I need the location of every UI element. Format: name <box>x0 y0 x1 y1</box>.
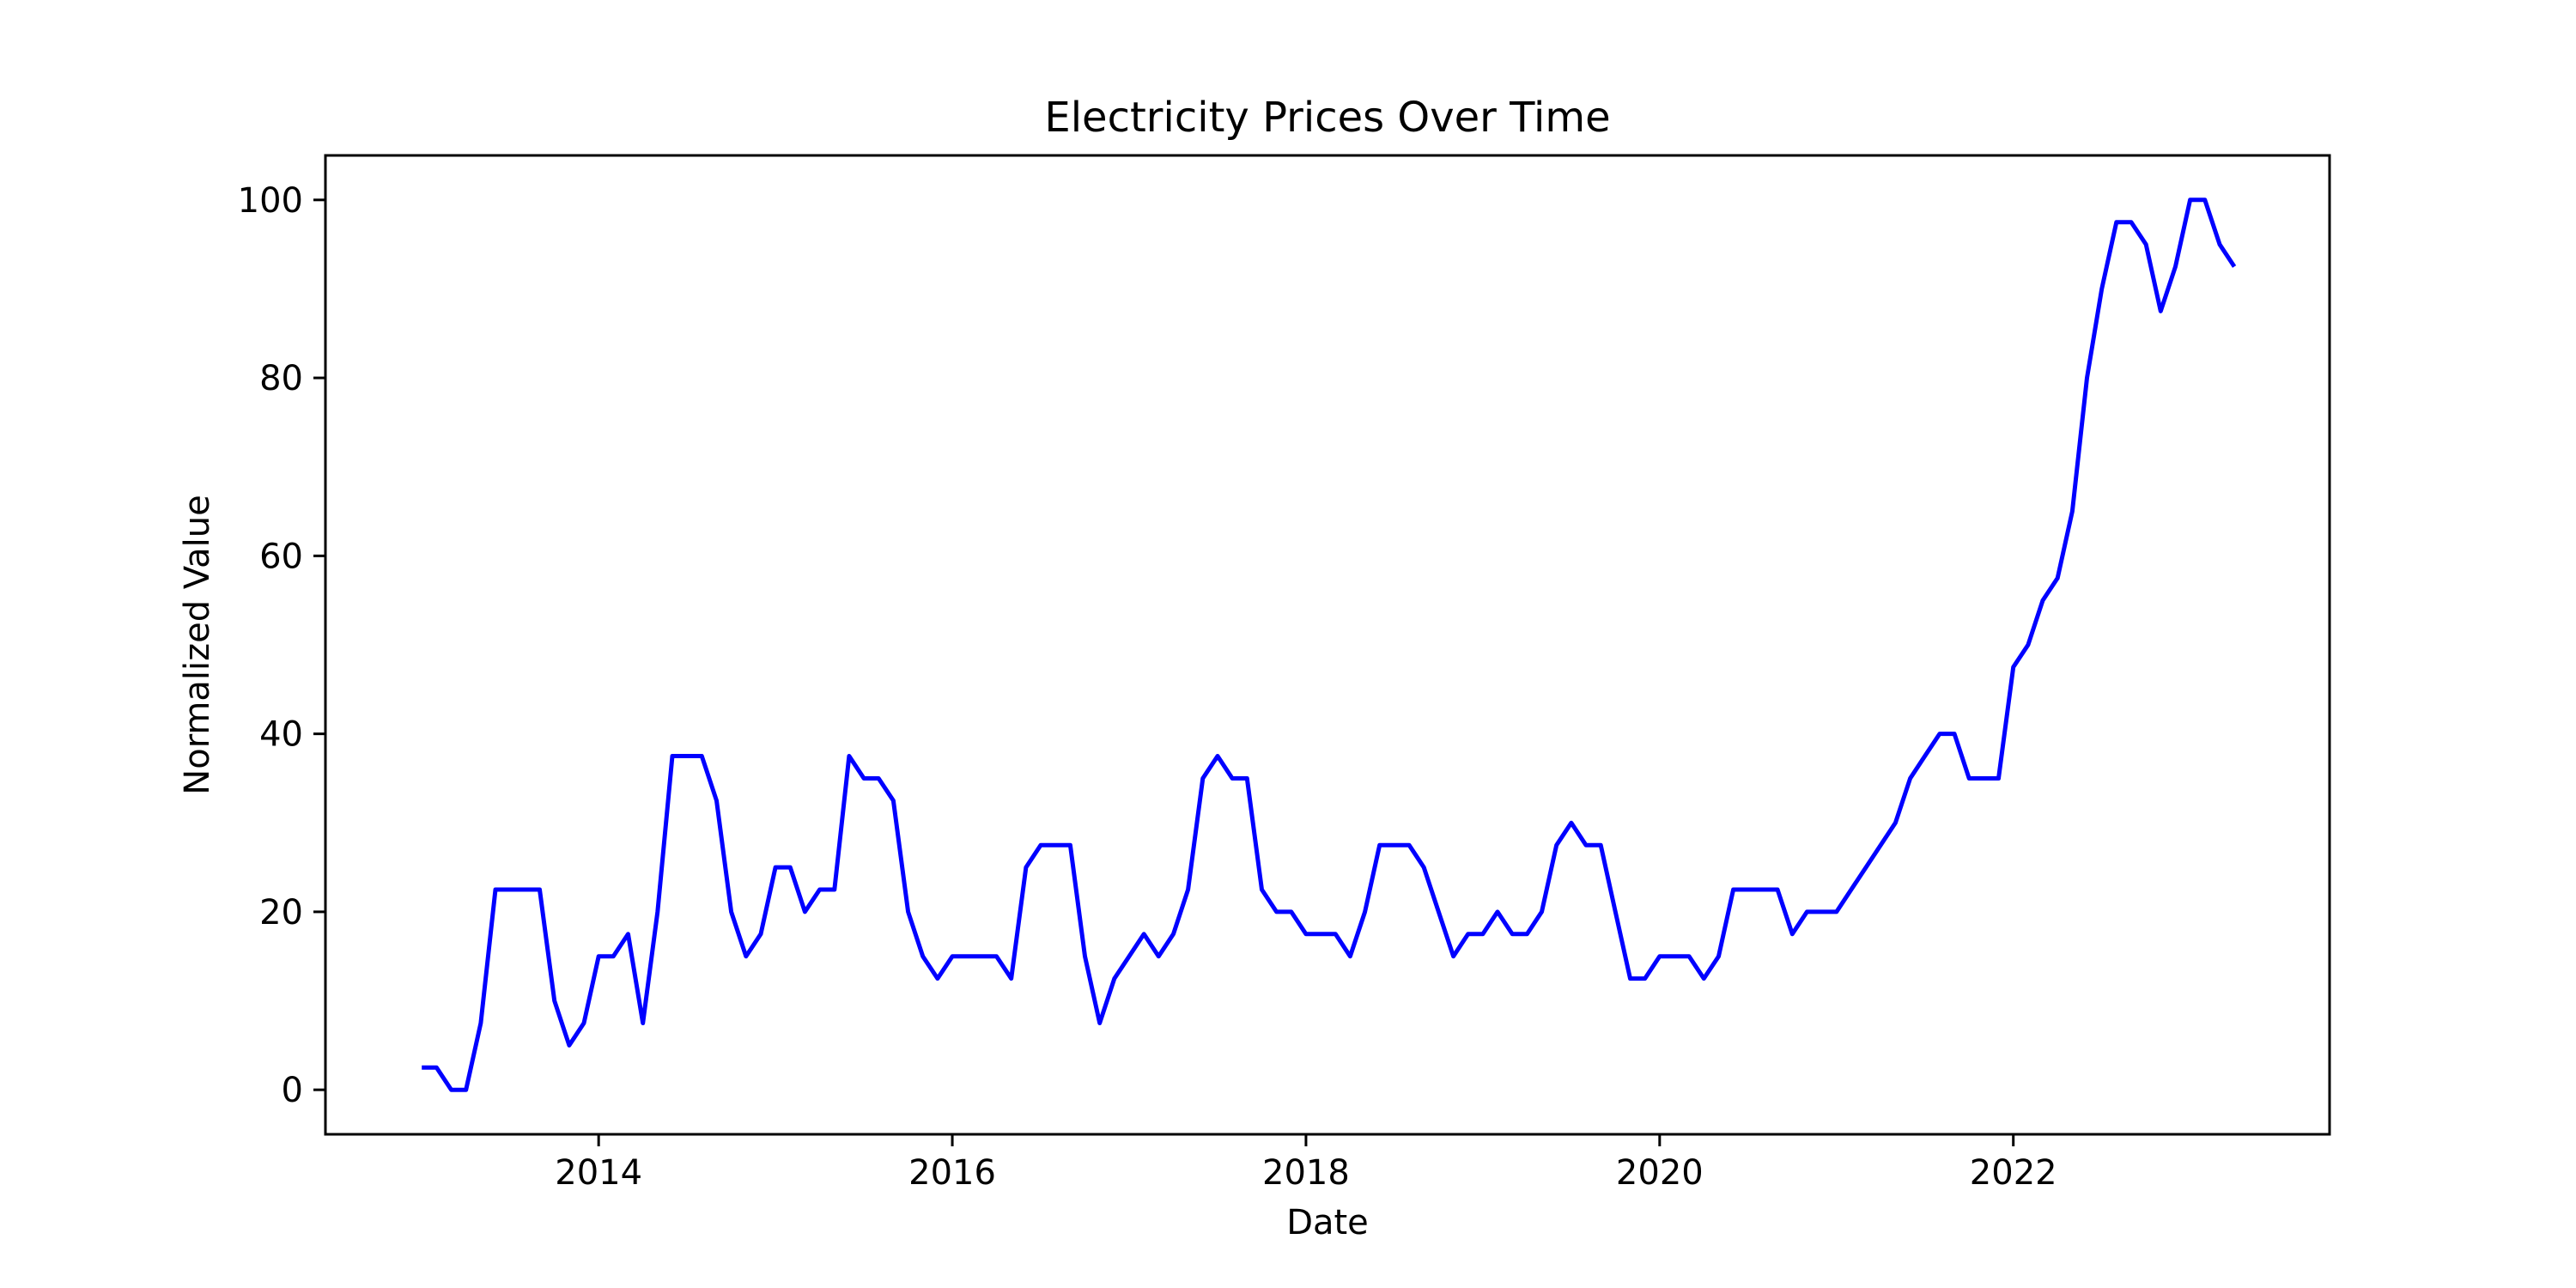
x-tick-label: 2018 <box>1262 1153 1350 1193</box>
series-line <box>422 197 2237 1092</box>
y-axis: 0 20 40 60 80 100 <box>238 181 325 1110</box>
y-axis-label: Normalized Value <box>178 495 217 794</box>
y-tick-label: 100 <box>238 181 303 221</box>
x-tick-label: 2020 <box>1616 1153 1704 1193</box>
y-tick-label: 80 <box>259 359 303 398</box>
x-axis-label: Date <box>1286 1203 1369 1242</box>
y-tick-label: 60 <box>259 537 303 576</box>
chart-title: Electricity Prices Over Time <box>1044 94 1610 142</box>
y-tick-label: 20 <box>259 893 303 933</box>
plot-area <box>422 197 2237 1092</box>
axes-frame <box>324 154 2331 1136</box>
y-tick-label: 40 <box>259 715 303 755</box>
x-tick-label: 2016 <box>908 1153 996 1193</box>
y-tick-label: 0 <box>282 1071 303 1110</box>
x-tick-label: 2022 <box>1970 1153 2057 1193</box>
x-tick-label: 2014 <box>555 1153 642 1193</box>
x-axis: 2014 2016 2018 2020 2022 <box>555 1134 2057 1193</box>
